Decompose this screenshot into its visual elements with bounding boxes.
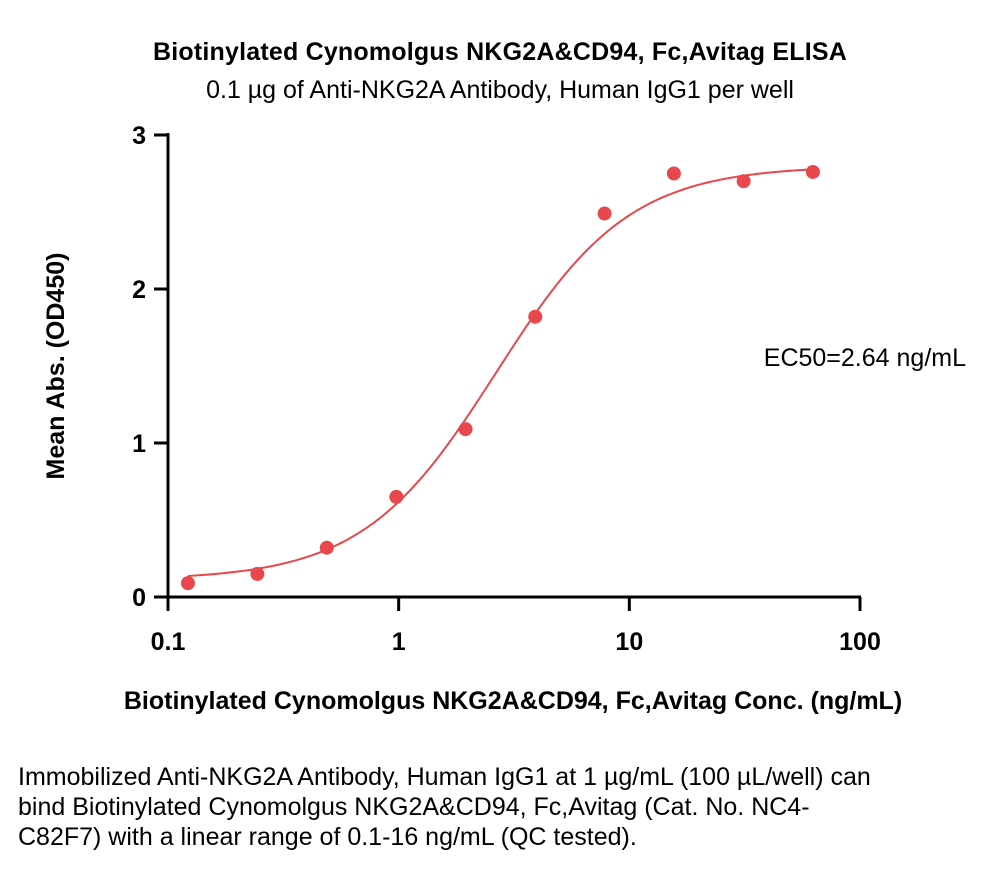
data-point xyxy=(180,576,195,591)
y-tick-label: 3 xyxy=(132,122,146,150)
x-tick-label: 0.1 xyxy=(151,628,186,656)
x-tick-label: 1 xyxy=(392,628,406,656)
x-tick-label: 100 xyxy=(839,628,881,656)
y-tick-label: 1 xyxy=(132,430,146,458)
y-tick-label: 2 xyxy=(132,276,146,304)
data-point xyxy=(666,166,681,181)
y-axis-label: Mean Abs. (OD450) xyxy=(42,253,70,480)
ec50-annotation: EC50=2.64 ng/mL xyxy=(764,344,966,372)
y-tick-label: 0 xyxy=(132,584,146,612)
elisa-chart: 0 1 2 3 0.1 1 10 100 Mean Abs. (OD450) Biotinyl… xyxy=(42,122,966,715)
data-point xyxy=(805,164,820,179)
figure-caption: Immobilized Anti-NKG2A Antibody, Human I… xyxy=(18,763,871,851)
data-point xyxy=(319,540,334,555)
data-point xyxy=(389,489,404,504)
chart-subtitle: 0.1 µg of Anti-NKG2A Antibody, Human IgG… xyxy=(206,76,794,104)
x-tick-label: 10 xyxy=(615,628,643,656)
x-axis-label: Biotinylated Cynomolgus NKG2A&CD94, Fc,A… xyxy=(124,687,902,715)
data-point xyxy=(597,206,612,221)
data-point xyxy=(736,174,751,189)
data-point xyxy=(528,309,543,324)
chart-title: Biotinylated Cynomolgus NKG2A&CD94, Fc,A… xyxy=(152,38,848,66)
fit-curve xyxy=(187,168,813,577)
data-point xyxy=(250,566,265,581)
data-point xyxy=(458,422,473,437)
